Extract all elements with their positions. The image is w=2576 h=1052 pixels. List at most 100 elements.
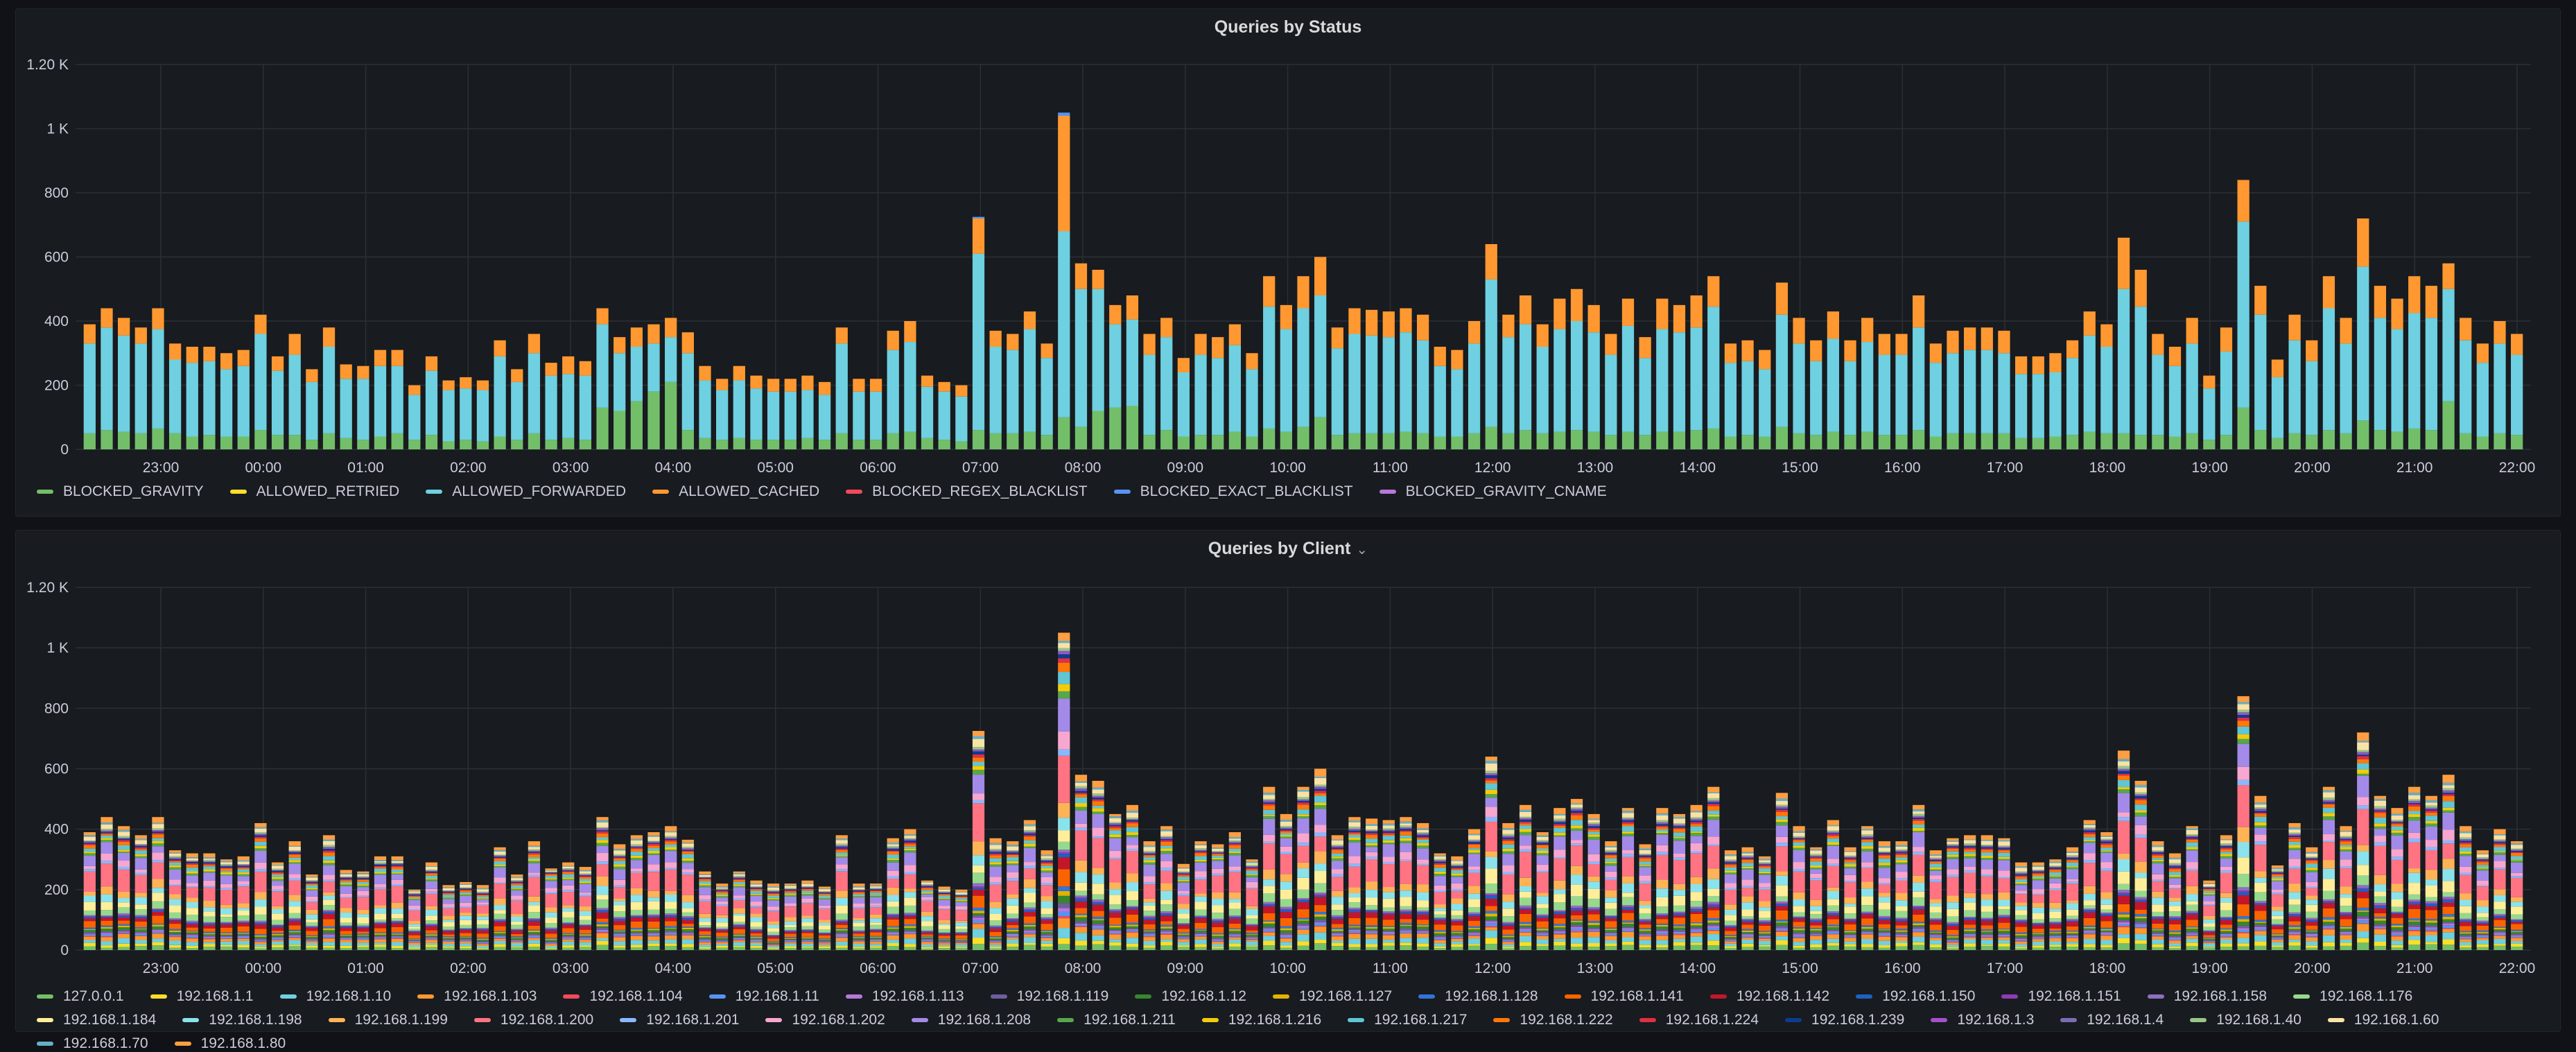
bar-segment: [1486, 906, 1497, 911]
legend-item[interactable]: ALLOWED_CACHED: [652, 483, 819, 500]
bar-segment: [1981, 920, 1993, 921]
bar-segment: [2374, 318, 2386, 430]
bar-segment: [750, 895, 762, 896]
bar-segment: [887, 888, 899, 895]
bar-segment: [1041, 934, 1053, 935]
bar-segment: [545, 923, 557, 928]
bar-segment: [973, 750, 984, 752]
bar-segment: [1554, 926, 1565, 927]
bar-segment: [699, 875, 711, 877]
bar-segment: [2015, 927, 2027, 933]
bar-segment: [1297, 926, 1309, 927]
bar-segment: [1605, 861, 1617, 863]
bar-segment: [1605, 929, 1617, 930]
bar-segment: [1314, 786, 1326, 788]
bar-segment: [1725, 942, 1737, 944]
x-tick-label: 03:00: [552, 460, 589, 476]
bar-segment: [750, 926, 762, 929]
bar-segment: [443, 888, 455, 890]
bar-segment: [1092, 868, 1104, 874]
bar-segment: [1998, 860, 2010, 870]
bar-segment: [904, 872, 916, 874]
bar-segment: [1810, 878, 1822, 880]
bar-segment: [203, 435, 215, 449]
bar-segment: [1981, 938, 1993, 940]
bar-segment: [460, 895, 471, 896]
bar-segment: [1417, 913, 1429, 915]
bar-segment: [2049, 863, 2061, 865]
bar-segment: [2084, 863, 2096, 886]
bar-segment: [477, 946, 489, 948]
bar-segment: [1366, 824, 1377, 826]
legend-item[interactable]: ALLOWED_FORWARDED: [426, 483, 626, 500]
bar-segment: [1109, 828, 1121, 830]
legend-item[interactable]: BLOCKED_GRAVITY_CNAME: [1380, 483, 1607, 500]
bar-segment: [340, 874, 352, 877]
bar-segment: [562, 928, 574, 933]
bar-segment: [1434, 933, 1446, 935]
bar-segment: [220, 923, 232, 924]
bar-segment: [1263, 816, 1275, 819]
bar-segment: [596, 831, 608, 834]
bar-segment: [1092, 930, 1104, 935]
bar-segment: [1263, 913, 1275, 920]
bar-segment: [665, 940, 677, 944]
bar-segment: [1895, 855, 1907, 857]
bar-segment: [374, 913, 386, 920]
bar-segment: [1058, 641, 1070, 643]
bar-segment: [733, 880, 745, 882]
bar-segment: [238, 366, 250, 437]
bar-segment: [1554, 857, 1565, 859]
bar-segment: [682, 895, 694, 902]
bar-segment: [1776, 812, 1788, 816]
bar-segment: [921, 938, 933, 939]
bar-segment: [580, 881, 591, 883]
bar-segment: [203, 925, 215, 929]
bar-segment: [1895, 936, 1907, 937]
legend-item[interactable]: BLOCKED_EXACT_BLACKLIST: [1114, 483, 1353, 500]
bar-segment: [545, 939, 557, 940]
bar-segment: [1861, 849, 1873, 852]
bar-segment: [238, 939, 250, 941]
bar-segment: [1656, 813, 1668, 816]
bar-segment: [767, 899, 779, 901]
bar-segment: [580, 875, 591, 876]
bar-segment: [990, 855, 1002, 858]
bar-segment: [1998, 935, 2010, 937]
bar-segment: [203, 917, 215, 922]
bar-segment: [1605, 877, 1617, 879]
bar-segment: [1776, 871, 1788, 876]
bar-segment: [1400, 925, 1411, 926]
bar-segment: [1759, 350, 1770, 370]
bar-segment: [1913, 876, 1924, 883]
bar-segment: [426, 943, 437, 945]
legend-item[interactable]: BLOCKED_REGEX_BLACKLIST: [846, 483, 1087, 500]
legend-item[interactable]: ALLOWED_RETRIED: [230, 483, 400, 500]
bar-segment: [1759, 861, 1770, 862]
bar-segment: [1486, 817, 1497, 822]
bar-segment: [169, 899, 181, 905]
bar-segment: [1383, 830, 1395, 831]
bar-segment: [750, 930, 762, 931]
bar-segment: [2049, 932, 2061, 933]
bar-segment: [1741, 944, 1753, 947]
bar-segment: [904, 919, 916, 924]
bar-segment: [1160, 915, 1172, 921]
bar-segment: [2374, 430, 2386, 449]
bar-segment: [1400, 906, 1411, 910]
bar-segment: [1639, 947, 1651, 950]
legend-item[interactable]: BLOCKED_GRAVITY: [37, 483, 204, 500]
bar-segment: [1366, 843, 1377, 845]
bar-segment: [254, 923, 266, 924]
bar-segment: [1348, 822, 1360, 827]
bar-segment: [2169, 943, 2181, 946]
bar-segment: [272, 913, 284, 920]
bar-segment: [1041, 868, 1053, 870]
bar-segment: [238, 936, 250, 937]
bar-segment: [1007, 925, 1018, 929]
bar-segment: [1520, 922, 1531, 924]
bar-segment: [1126, 820, 1138, 822]
bar-segment: [152, 833, 164, 834]
bar-segment: [733, 926, 745, 927]
bar-segment: [1348, 929, 1360, 930]
